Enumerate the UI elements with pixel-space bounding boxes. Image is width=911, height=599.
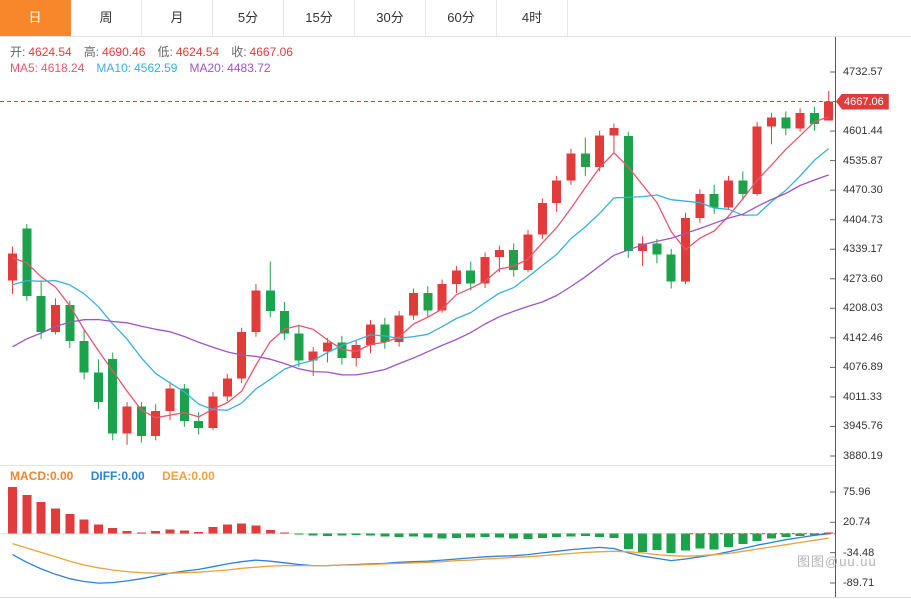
- axis-tick-label: 20.74: [843, 516, 871, 529]
- legend-item: 开: 4624.54: [10, 45, 72, 59]
- candles: [8, 90, 834, 445]
- axis-tick-label: 3945.76: [843, 420, 883, 433]
- price-axis: 4667.06 4732.57 4601.44 4535.87 4470.30 4404…: [836, 0, 911, 599]
- timeframe-toolbar: 日周月 5分 15分 30分 60分 4时: [0, 0, 911, 37]
- axis-tick-label: 3880.19: [843, 450, 883, 462]
- axis-tick-label: 75.96: [843, 485, 871, 498]
- axis-tick-label: 4011.33: [843, 390, 882, 403]
- axis-tick-label: 4208.03: [843, 302, 883, 315]
- legend-item: MA5: 4618.24: [10, 61, 85, 75]
- legend-item: MA10: 4562.59: [96, 61, 178, 75]
- tab-5分[interactable]: 5分: [213, 0, 284, 36]
- tab-月[interactable]: 月: [142, 0, 213, 36]
- ma5-line: [12, 116, 829, 419]
- main-chart[interactable]: [0, 38, 836, 466]
- current-price-badge: 4667.06: [836, 93, 889, 110]
- ma10-line: [12, 148, 830, 411]
- panel-divider: [0, 465, 836, 466]
- axis-tick-label: -89.71: [843, 576, 875, 589]
- axis-tick-label: -34.48: [843, 546, 875, 559]
- price-axis-line: [835, 37, 836, 598]
- tab-30分[interactable]: 30分: [355, 0, 426, 36]
- legend-item: 高: 4690.46: [83, 45, 146, 59]
- diff-line: [12, 533, 829, 584]
- macd-legend: MACD:0.00 DIFF:0.00 DEA:0.00: [10, 469, 229, 483]
- dea-line: [12, 537, 829, 574]
- axis-tick-label: 4732.57: [843, 66, 883, 78]
- tab-周[interactable]: 周: [71, 0, 142, 36]
- axis-tick-label: 4142.46: [843, 331, 883, 344]
- ohlc-legend: 开: 4624.54 高: 4690.46 低: 4624.54 收: 4667.06: [10, 43, 305, 60]
- tab-日[interactable]: 日: [0, 0, 71, 36]
- legend-item: MA20: 4483.72: [189, 61, 271, 75]
- tab-15分[interactable]: 15分: [284, 0, 355, 36]
- axis-tick-label: 4470.30: [843, 184, 883, 197]
- legend-item: 低: 4624.54: [157, 45, 220, 59]
- axis-tick-label: 4404.73: [843, 213, 883, 226]
- legend-item: 收: 4667.06: [231, 45, 293, 59]
- macd-histogram: [8, 487, 834, 553]
- macd-value: MACD:0.00: [10, 469, 74, 483]
- macd-chart[interactable]: [0, 466, 836, 599]
- axis-tick-label: 4535.87: [843, 154, 883, 167]
- axis-tick-label: 4339.17: [843, 243, 883, 256]
- bottom-border: [0, 597, 911, 598]
- watermark: 图图@uu.uu: [797, 554, 877, 569]
- tab-4时[interactable]: 4时: [497, 0, 568, 36]
- ma20-line: [12, 174, 829, 376]
- axis-tick-label: 4601.44: [843, 125, 883, 138]
- diff-value: DIFF:0.00: [90, 469, 145, 483]
- dea-value: DEA:0.00: [162, 469, 215, 483]
- axis-tick-label: 4076.89: [843, 361, 883, 374]
- tab-60分[interactable]: 60分: [426, 0, 497, 36]
- axis-tick-label: 4273.60: [843, 272, 883, 285]
- ma-legend: MA5: 4618.24 MA10: 4562.59 MA20: 4483.72: [10, 61, 283, 75]
